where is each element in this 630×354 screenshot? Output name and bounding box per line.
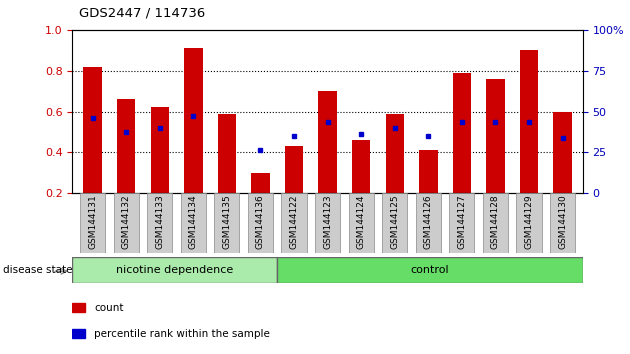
Text: GSM144133: GSM144133 — [155, 195, 164, 250]
FancyBboxPatch shape — [72, 257, 277, 283]
Text: percentile rank within the sample: percentile rank within the sample — [94, 329, 270, 339]
Text: nicotine dependence: nicotine dependence — [116, 265, 234, 275]
Bar — [72, 303, 84, 312]
Bar — [520, 50, 538, 193]
Text: GSM144132: GSM144132 — [122, 195, 130, 249]
FancyBboxPatch shape — [214, 193, 239, 253]
Bar — [553, 112, 572, 193]
Text: GDS2447 / 114736: GDS2447 / 114736 — [79, 6, 205, 19]
FancyBboxPatch shape — [517, 193, 542, 253]
FancyBboxPatch shape — [147, 193, 173, 253]
Bar — [83, 67, 102, 193]
FancyBboxPatch shape — [550, 193, 575, 253]
Text: GSM144134: GSM144134 — [189, 195, 198, 249]
FancyBboxPatch shape — [315, 193, 340, 253]
Bar — [419, 150, 438, 193]
Text: GSM144122: GSM144122 — [290, 195, 299, 249]
FancyBboxPatch shape — [277, 257, 583, 283]
Bar — [251, 173, 270, 193]
FancyBboxPatch shape — [382, 193, 408, 253]
Bar — [285, 146, 303, 193]
Text: GSM144131: GSM144131 — [88, 195, 97, 250]
FancyBboxPatch shape — [483, 193, 508, 253]
Bar — [151, 108, 169, 193]
Bar — [117, 99, 135, 193]
FancyBboxPatch shape — [416, 193, 441, 253]
Bar — [486, 79, 505, 193]
Text: GSM144127: GSM144127 — [457, 195, 466, 249]
Text: disease state: disease state — [3, 265, 72, 275]
Text: GSM144129: GSM144129 — [525, 195, 534, 249]
FancyBboxPatch shape — [348, 193, 374, 253]
Text: GSM144125: GSM144125 — [390, 195, 399, 249]
Bar — [318, 91, 337, 193]
Bar — [453, 73, 471, 193]
Text: GSM144123: GSM144123 — [323, 195, 332, 249]
Bar — [72, 329, 84, 338]
Text: control: control — [411, 265, 449, 275]
Text: GSM144135: GSM144135 — [222, 195, 231, 250]
Bar — [386, 114, 404, 193]
Text: GSM144136: GSM144136 — [256, 195, 265, 250]
FancyBboxPatch shape — [80, 193, 105, 253]
Bar — [352, 140, 370, 193]
FancyBboxPatch shape — [282, 193, 307, 253]
FancyBboxPatch shape — [113, 193, 139, 253]
FancyBboxPatch shape — [449, 193, 474, 253]
Bar — [217, 114, 236, 193]
Text: GSM144128: GSM144128 — [491, 195, 500, 249]
FancyBboxPatch shape — [181, 193, 206, 253]
Text: GSM144126: GSM144126 — [424, 195, 433, 249]
Text: count: count — [94, 303, 123, 313]
FancyBboxPatch shape — [248, 193, 273, 253]
Bar — [184, 48, 202, 193]
Text: GSM144130: GSM144130 — [558, 195, 567, 250]
Text: GSM144124: GSM144124 — [357, 195, 365, 249]
